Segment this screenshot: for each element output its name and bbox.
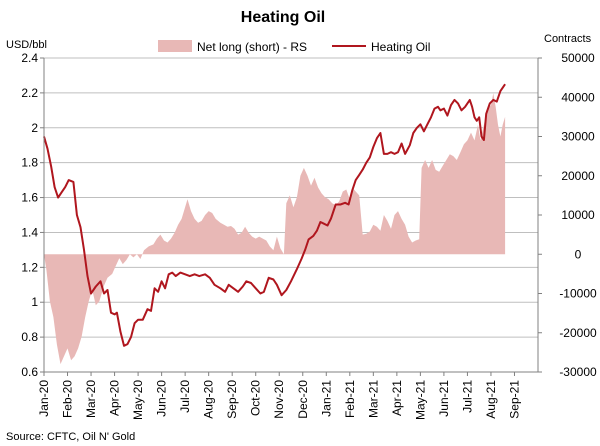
left-tick-label: 1.6	[21, 191, 38, 205]
right-tick-label: 20000	[561, 169, 595, 183]
x-tick-label: Dec-20	[296, 380, 310, 419]
right-tick-label: 40000	[561, 90, 595, 104]
x-tick-label: Jul-21	[460, 380, 474, 413]
x-tick-label: Mar-20	[84, 380, 98, 418]
right-tick-label: 10000	[561, 208, 595, 222]
left-tick-label: 1.2	[21, 260, 38, 274]
source-note: Source: CFTC, Oil N' Gold	[6, 431, 135, 443]
left-tick-label: 2.4	[21, 51, 38, 65]
x-tick-label: Aug-21	[484, 380, 498, 419]
right-tick-label: 50000	[561, 51, 595, 65]
net-long-area	[44, 93, 506, 365]
right-tick-label: -10000	[559, 287, 597, 301]
left-tick-label: 1.4	[21, 225, 38, 239]
x-tick-label: Apr-20	[108, 380, 122, 416]
x-tick-label: May-21	[413, 380, 427, 420]
left-tick-label: 2.2	[21, 86, 38, 100]
x-tick-label: Aug-20	[202, 380, 216, 419]
left-tick-label: 1.8	[21, 156, 38, 170]
left-tick-label: 1	[31, 295, 38, 309]
x-tick-label: Jun-21	[437, 380, 451, 417]
chart-title: Heating Oil	[241, 9, 325, 26]
left-axis-unit: USD/bbl	[6, 39, 47, 51]
legend-line-label: Heating Oil	[371, 40, 430, 54]
x-tick-label: May-20	[131, 380, 145, 420]
legend-area-label: Net long (short) - RS	[197, 40, 307, 54]
x-tick-label: Sep-21	[507, 380, 521, 419]
right-tick-label: 30000	[561, 130, 595, 144]
left-tick-label: 2	[31, 121, 38, 135]
x-tick-label: Feb-20	[61, 380, 75, 418]
x-tick-label: Sep-20	[225, 380, 239, 419]
x-tick-label: Jan-21	[319, 380, 333, 417]
x-tick-label: Nov-20	[272, 380, 286, 419]
left-tick-label: 0.6	[21, 365, 38, 379]
x-tick-label: Oct-20	[249, 380, 263, 416]
x-tick-label: Mar-21	[366, 380, 380, 418]
x-tick-label: Jan-20	[37, 380, 51, 417]
right-tick-label: -30000	[559, 365, 597, 379]
x-tick-label: Feb-21	[343, 380, 357, 418]
legend-area-swatch	[158, 40, 192, 52]
right-tick-label: 0	[575, 247, 582, 261]
x-tick-label: Jun-20	[155, 380, 169, 417]
right-axis-unit: Contracts	[544, 33, 592, 45]
heating-oil-line	[43, 83, 506, 347]
left-tick-label: 0.8	[21, 330, 38, 344]
right-tick-label: -20000	[559, 326, 597, 340]
x-tick-label: Jul-20	[178, 380, 192, 413]
x-tick-label: Apr-21	[390, 380, 404, 416]
